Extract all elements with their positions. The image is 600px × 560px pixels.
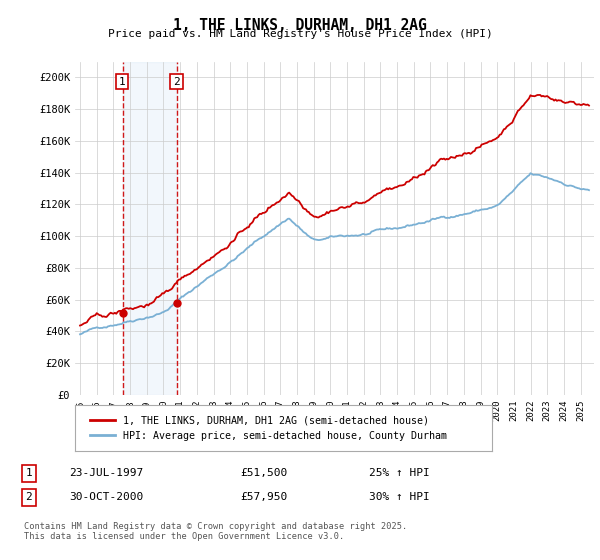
Text: £57,950: £57,950: [240, 492, 287, 502]
Text: 1: 1: [25, 468, 32, 478]
Bar: [122, 62, 177, 395]
Text: 2: 2: [25, 492, 32, 502]
Text: 1, THE LINKS, DURHAM, DH1 2AG: 1, THE LINKS, DURHAM, DH1 2AG: [173, 18, 427, 33]
Text: £51,500: £51,500: [240, 468, 287, 478]
Text: 30-OCT-2000: 30-OCT-2000: [69, 492, 143, 502]
Text: Price paid vs. HM Land Registry's House Price Index (HPI): Price paid vs. HM Land Registry's House …: [107, 29, 493, 39]
Text: Contains HM Land Registry data © Crown copyright and database right 2025.
This d: Contains HM Land Registry data © Crown c…: [24, 522, 407, 542]
Text: 25% ↑ HPI: 25% ↑ HPI: [369, 468, 430, 478]
Legend: 1, THE LINKS, DURHAM, DH1 2AG (semi-detached house), HPI: Average price, semi-de: 1, THE LINKS, DURHAM, DH1 2AG (semi-deta…: [84, 409, 453, 446]
Text: 2: 2: [173, 77, 180, 87]
Text: 30% ↑ HPI: 30% ↑ HPI: [369, 492, 430, 502]
Text: 23-JUL-1997: 23-JUL-1997: [69, 468, 143, 478]
Text: 1: 1: [118, 77, 125, 87]
